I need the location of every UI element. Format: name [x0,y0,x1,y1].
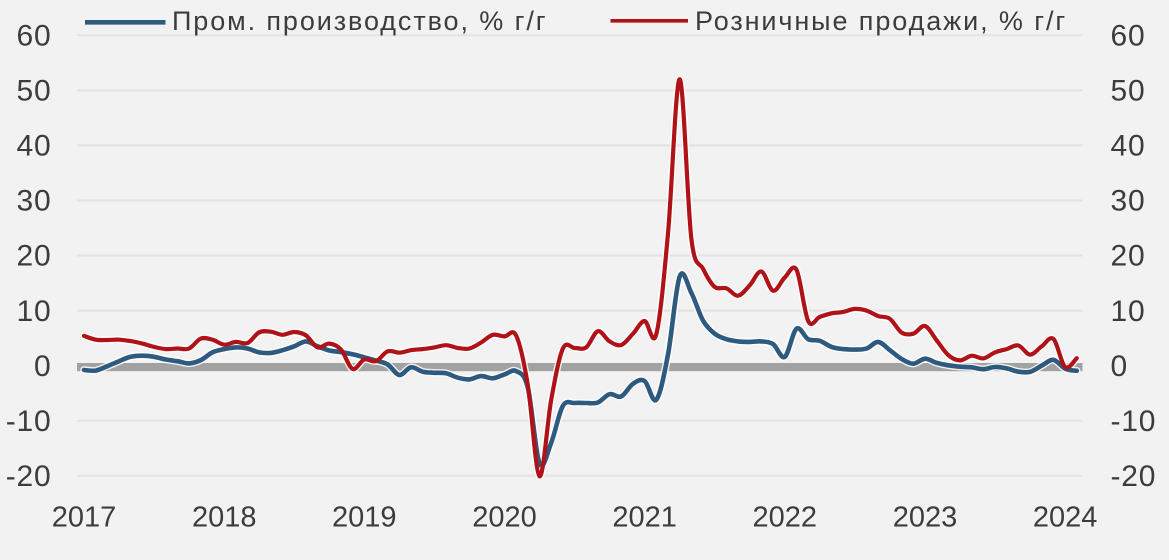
svg-text:50: 50 [1111,75,1146,108]
svg-text:0: 0 [34,350,52,383]
svg-text:2023: 2023 [893,501,958,533]
svg-text:Пром. производство, % г/г: Пром. производство, % г/г [172,6,547,36]
svg-text:2022: 2022 [753,501,818,533]
svg-text:2017: 2017 [52,501,117,533]
svg-text:40: 40 [17,130,52,163]
svg-text:50: 50 [17,75,52,108]
svg-text:20: 20 [1111,240,1146,273]
svg-text:2020: 2020 [472,501,537,533]
svg-text:-10: -10 [1111,405,1157,438]
svg-text:2024: 2024 [1033,501,1098,533]
svg-text:40: 40 [1111,130,1146,163]
svg-text:60: 60 [1111,20,1146,53]
svg-text:2018: 2018 [192,501,257,533]
svg-text:2021: 2021 [612,501,677,533]
svg-text:2019: 2019 [332,501,397,533]
svg-text:30: 30 [1111,185,1146,218]
svg-text:10: 10 [1111,295,1146,328]
svg-text:Розничные продажи, % г/г: Розничные продажи, % г/г [695,6,1067,36]
svg-text:-10: -10 [6,405,52,438]
svg-text:0: 0 [1111,350,1129,383]
svg-text:60: 60 [17,20,52,53]
svg-text:30: 30 [17,185,52,218]
svg-text:20: 20 [17,240,52,273]
svg-text:10: 10 [17,295,52,328]
svg-text:-20: -20 [1111,460,1157,493]
svg-text:-20: -20 [6,460,52,493]
